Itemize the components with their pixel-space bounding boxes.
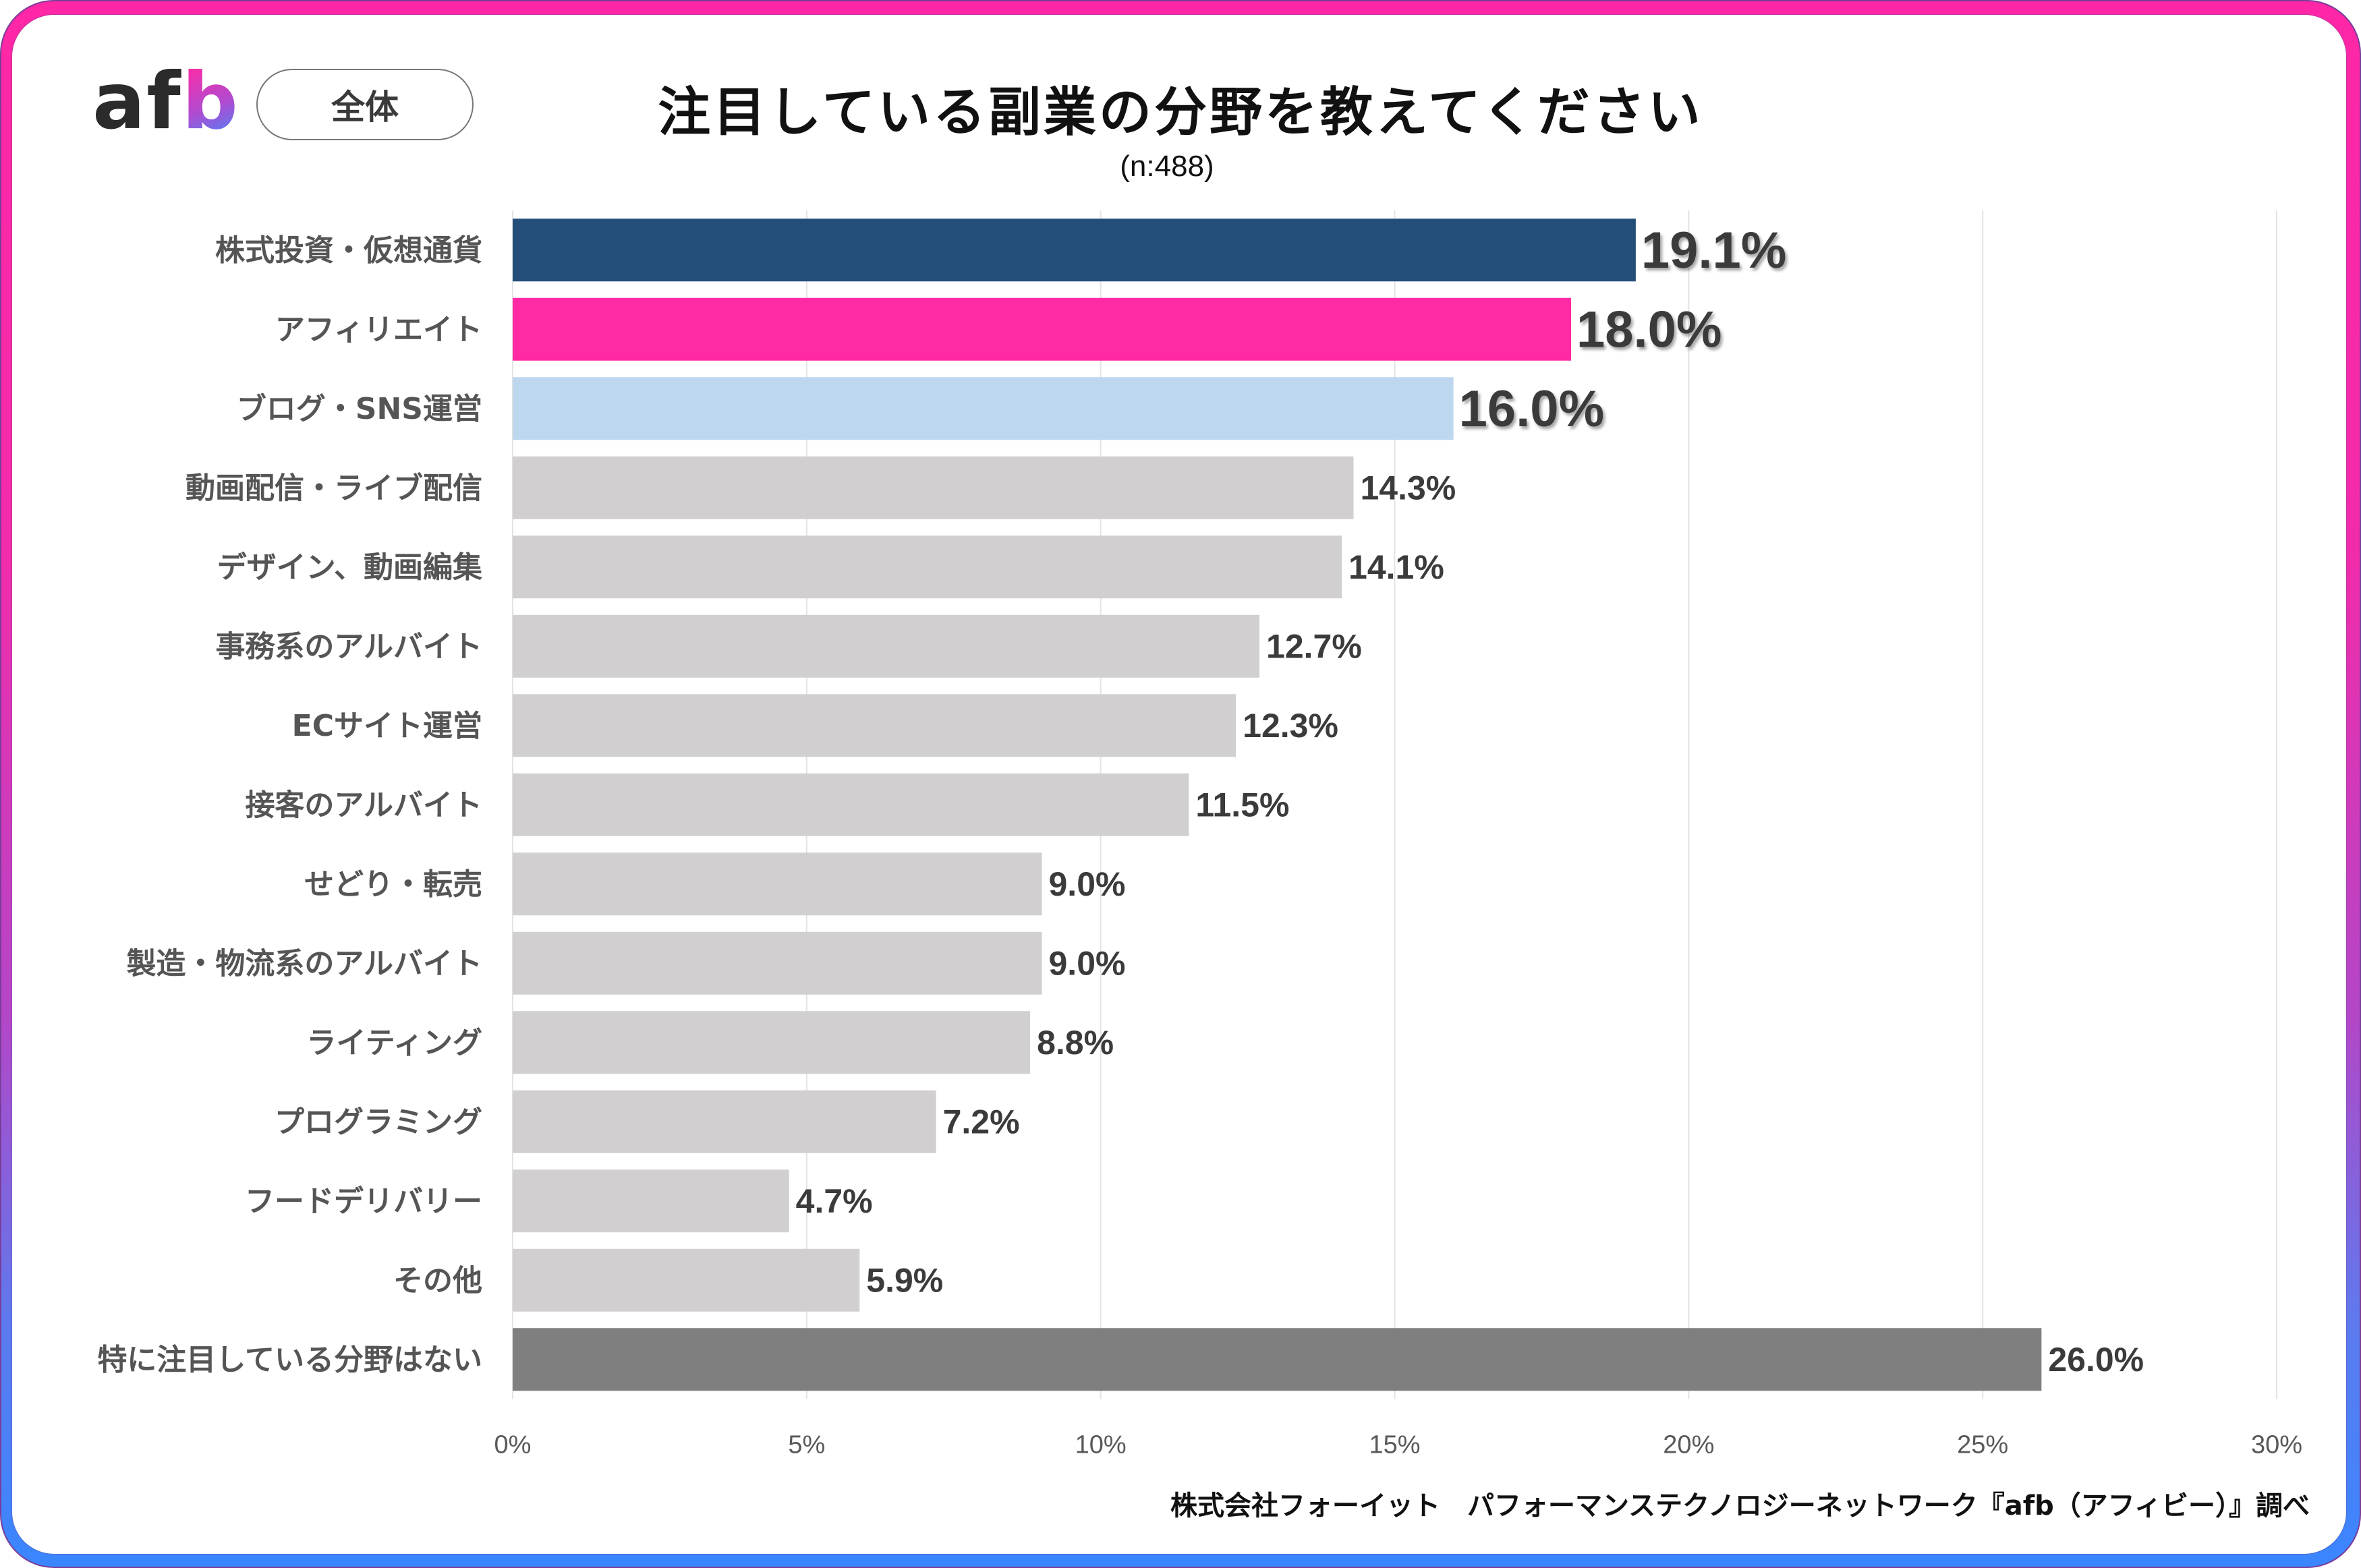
bars-group — [513, 219, 2042, 1391]
bar — [513, 1248, 860, 1312]
sample-size-label: (n:488) — [1120, 150, 1214, 183]
value-label: 19.1% — [1641, 222, 1787, 279]
category-label: 事務系のアルバイト — [215, 629, 482, 664]
value-label: 26.0% — [2048, 1341, 2144, 1378]
value-label: 7.2% — [943, 1103, 1020, 1140]
afb-logo: afb — [92, 63, 239, 141]
category-label: せどり・転売 — [304, 867, 482, 902]
value-label: 16.0% — [1459, 380, 1605, 438]
category-label: 特に注目している分野はない — [97, 1343, 482, 1377]
category-labels: 株式投資・仮想通貨アフィリエイトブログ・SNS運営動画配信・ライブ配信デザイン、… — [97, 233, 482, 1377]
value-label: 4.7% — [796, 1182, 873, 1220]
category-label: 接客のアルバイト — [245, 788, 482, 822]
bar — [513, 852, 1042, 916]
value-label: 5.9% — [866, 1261, 943, 1299]
chart-title: 注目している副業の分野を教えてください — [658, 82, 1703, 143]
bar — [513, 456, 1354, 519]
category-label: 動画配信・ライブ配信 — [186, 471, 482, 505]
bar — [513, 1011, 1031, 1074]
segment-filter-button[interactable]: 全体 — [256, 69, 474, 140]
category-label: アフィリエイト — [275, 312, 482, 347]
source-credit: 株式会社フォーイット パフォーマンステクノロジーネットワーク『afb（アフィビー… — [1170, 1490, 2310, 1521]
x-tick-label: 15% — [1369, 1431, 1420, 1459]
bar — [513, 377, 1454, 440]
logo-text-af: af — [92, 56, 182, 147]
bar — [513, 535, 1342, 599]
x-tick-label: 5% — [788, 1431, 825, 1459]
value-label: 18.0% — [1576, 301, 1722, 358]
value-label: 9.0% — [1049, 944, 1126, 982]
category-label: プログラミング — [275, 1105, 482, 1139]
bar — [513, 1328, 2042, 1391]
category-label: ECサイト運営 — [292, 709, 482, 743]
bar — [513, 219, 1636, 282]
bar — [513, 931, 1042, 995]
category-label: フードデリバリー — [245, 1184, 482, 1219]
value-label: 14.1% — [1348, 548, 1444, 586]
bar — [513, 297, 1571, 361]
bar — [513, 1090, 936, 1153]
value-label: 11.5% — [1195, 786, 1289, 823]
category-label: 株式投資・仮想通貨 — [215, 233, 482, 268]
bar — [513, 1169, 789, 1233]
bar — [513, 694, 1236, 757]
x-axis-ticks: 0% 5% 10% 15% 20% 25% 30% — [494, 1431, 2302, 1459]
x-tick-label: 20% — [1663, 1431, 1714, 1459]
value-label: 12.3% — [1243, 707, 1338, 745]
x-tick-label: 25% — [1957, 1431, 2008, 1459]
category-label: デザイン、動画編集 — [217, 550, 482, 585]
value-label: 9.0% — [1049, 865, 1126, 903]
category-label: その他 — [393, 1263, 482, 1298]
logo-text-b: b — [181, 56, 239, 147]
bar — [513, 773, 1189, 836]
value-label: 12.7% — [1266, 627, 1362, 665]
category-label: ライティング — [307, 1026, 482, 1060]
x-tick-label: 10% — [1075, 1431, 1127, 1459]
category-label: 製造・物流系のアルバイト — [126, 946, 482, 981]
value-labels: 19.1% 18.0% 16.0%14.3% 14.1% 12.7% 12.3% 11.5%… — [796, 222, 2144, 1378]
x-tick-label: 0% — [494, 1431, 532, 1459]
x-tick-label: 30% — [2251, 1431, 2302, 1459]
category-label: ブログ・SNS運営 — [237, 392, 482, 426]
value-label: 8.8% — [1037, 1024, 1114, 1062]
value-label: 14.3% — [1360, 469, 1456, 506]
bar — [513, 614, 1260, 678]
